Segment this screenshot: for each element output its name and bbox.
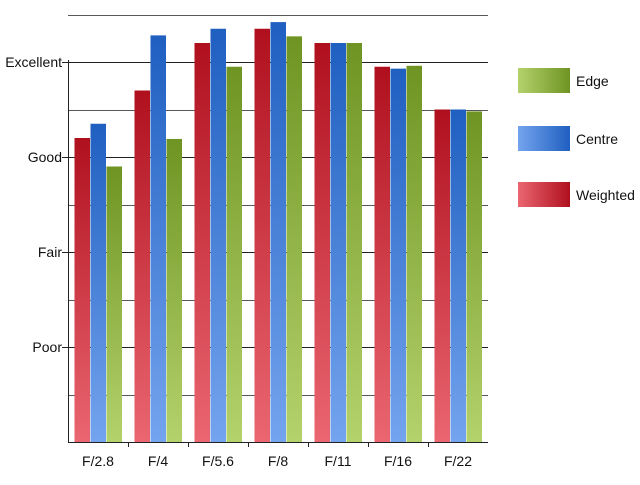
bar-edge-f-22: [466, 111, 482, 443]
y-tick-labels: Poor Fair Good Excellent: [5, 54, 62, 355]
legend: Edge Centre Weighted: [518, 68, 635, 207]
y-tick-label-fair: Fair: [38, 244, 62, 260]
bar-centre-f-22: [450, 109, 466, 442]
x-category-label-f-16: F/16: [384, 453, 412, 469]
bar-weighted-f-4: [134, 90, 150, 442]
bar-edge-f-16: [406, 65, 422, 443]
x-category-label-f-4: F/4: [148, 453, 168, 469]
bar-centre-f-11: [330, 43, 346, 442]
bar-weighted-f-16: [374, 66, 390, 442]
bar-edge-f-11: [346, 43, 362, 442]
x-category-label-f-11: F/11: [325, 453, 352, 469]
x-category-label-f-22: F/22: [444, 453, 472, 469]
bar-edge-f-5-6: [226, 66, 242, 442]
y-tick-label-good: Good: [28, 149, 62, 165]
axes: [68, 60, 488, 447]
bar-centre-f-16: [390, 68, 406, 443]
bar-weighted-f-22: [434, 109, 450, 442]
legend-swatch-weighted: [518, 182, 570, 207]
x-category-label-f-5-6: F/5.6: [202, 453, 234, 469]
legend-swatch-centre: [518, 126, 570, 151]
legend-label-edge: Edge: [576, 73, 609, 89]
y-tick-label-excellent: Excellent: [5, 54, 62, 70]
bar-edge-f-8: [286, 36, 302, 442]
legend-label-centre: Centre: [576, 131, 618, 147]
bar-centre-f-2-8: [90, 123, 106, 442]
bar-centre-f-8: [270, 22, 286, 442]
bar-weighted-f-5-6: [194, 43, 210, 442]
x-category-label-f-2-8: F/2.8: [82, 453, 114, 469]
x-category-label-f-8: F/8: [268, 453, 288, 469]
bar-centre-f-5-6: [210, 28, 226, 442]
bar-weighted-f-11: [314, 43, 330, 442]
y-tick-label-poor: Poor: [32, 339, 62, 355]
bar-weighted-f-8: [254, 28, 270, 442]
legend-swatch-edge: [518, 68, 570, 93]
legend-label-weighted: Weighted: [576, 187, 635, 203]
bar-weighted-f-2-8: [74, 138, 90, 442]
bars: [74, 22, 482, 443]
x-tick-labels: F/2.8 F/4 F/5.6 F/8 F/11 F/16 F/22: [82, 453, 472, 469]
bar-edge-f-4: [166, 138, 182, 442]
bar-centre-f-4: [150, 35, 166, 443]
bar-edge-f-2-8: [106, 166, 122, 442]
